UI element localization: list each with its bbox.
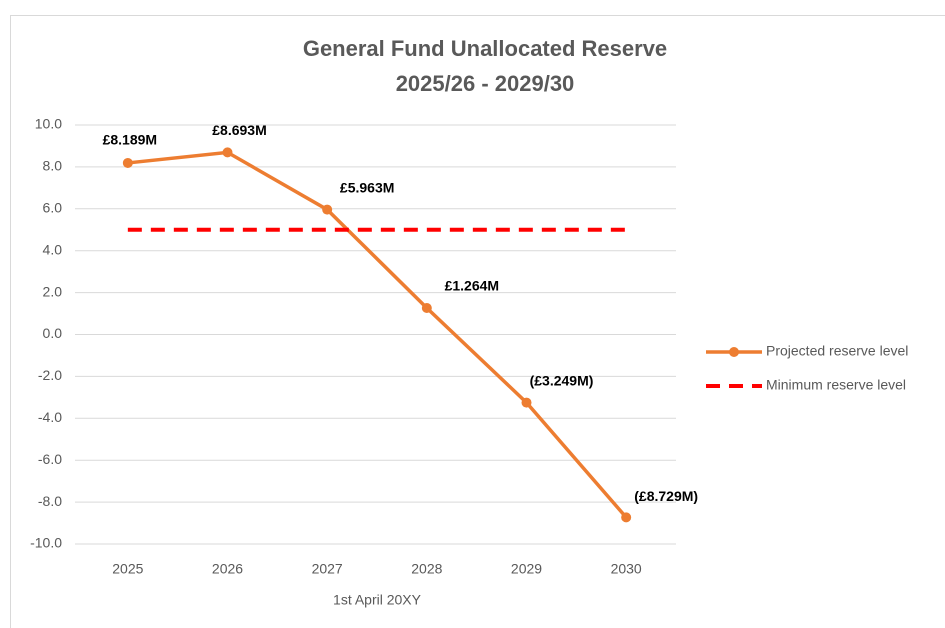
data-label: £5.963M: [340, 179, 394, 195]
y-tick-label: 0.0: [43, 325, 63, 341]
data-point: [322, 204, 333, 215]
data-point: [521, 397, 532, 408]
y-tick-label: -10.0: [30, 535, 62, 551]
legend-label: Projected reserve level: [766, 343, 908, 359]
data-label: £8.693M: [212, 122, 266, 138]
legend-marker: [729, 347, 739, 357]
y-tick-label: 6.0: [43, 200, 63, 216]
y-tick-label: -8.0: [38, 493, 62, 509]
x-tick-label: 2026: [212, 561, 243, 577]
data-point: [621, 512, 632, 523]
x-tick-label: 2029: [511, 561, 542, 577]
data-label: £1.264M: [445, 278, 499, 294]
chart-border: [10, 15, 945, 628]
y-tick-label: -6.0: [38, 451, 62, 467]
x-tick-label: 2030: [611, 561, 642, 577]
data-label: £8.189M: [103, 132, 157, 148]
y-tick-label: 8.0: [43, 158, 63, 174]
data-point: [122, 157, 133, 168]
data-point: [421, 303, 432, 314]
chart-title: General Fund Unallocated Reserve: [303, 36, 667, 61]
x-tick-label: 2025: [112, 561, 143, 577]
chart-title: 2025/26 - 2029/30: [396, 71, 575, 96]
y-tick-label: 4.0: [43, 241, 63, 257]
data-line: [127, 150, 628, 519]
data-label: (£3.249M): [530, 372, 594, 388]
data-label: (£8.729M): [634, 488, 698, 504]
data-point: [222, 147, 233, 158]
x-tick-label: 2027: [312, 561, 343, 577]
y-tick-label: 2.0: [43, 283, 63, 299]
y-tick-label: 10.0: [35, 116, 62, 132]
legend-label: Minimum reserve level: [766, 377, 906, 393]
y-tick-label: -4.0: [38, 409, 62, 425]
x-axis-label: 1st April 20XY: [333, 592, 422, 608]
x-tick-label: 2028: [411, 561, 442, 577]
y-tick-label: -2.0: [38, 367, 62, 383]
